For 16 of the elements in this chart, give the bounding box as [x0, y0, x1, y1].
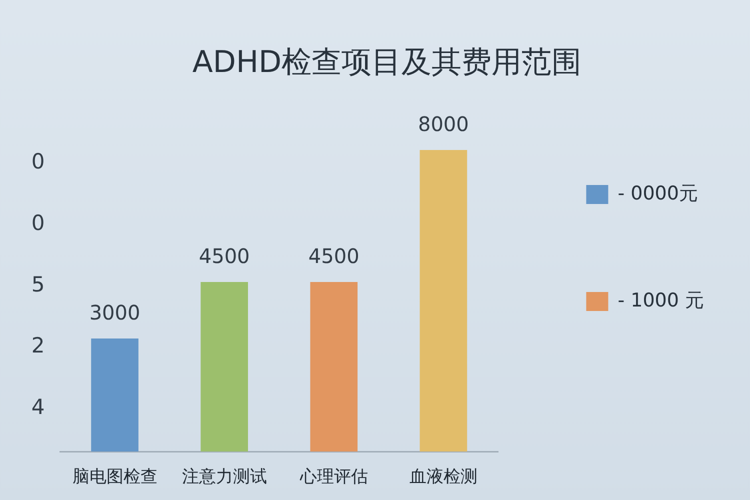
text: 4: [31, 395, 45, 420]
legend-label: - 1000 元: [618, 289, 704, 312]
x-tick-label: 血液检测: [409, 467, 478, 488]
x-tick-label: 心理评估: [298, 467, 368, 488]
text: 5: [31, 272, 45, 296]
text: 2: [31, 334, 45, 358]
data-label: 3000: [89, 300, 140, 324]
legend-label: - 0000元: [618, 182, 698, 204]
data-label: 4500: [198, 244, 250, 268]
x-tick-label: 注意力测试: [182, 467, 267, 488]
data-label: 8000: [418, 112, 469, 136]
x-tick-label: 脑电图检查: [72, 467, 158, 488]
chart-title: ADHD检查项目及其费用范围: [192, 44, 582, 80]
data-label: 4500: [308, 244, 360, 268]
text: 0: [31, 210, 45, 235]
text: 0: [31, 149, 45, 174]
